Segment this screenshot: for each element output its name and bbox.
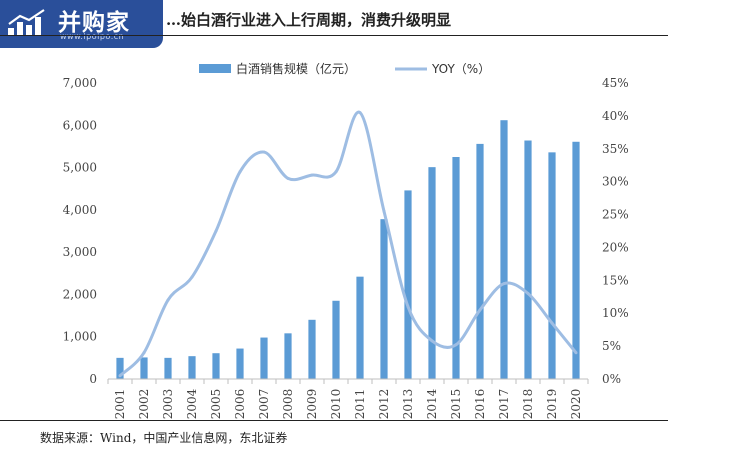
- y-right-tick-label: 40%: [602, 109, 629, 123]
- yoy-point: [334, 170, 338, 174]
- logo-url: www.ipoipo.cn: [60, 32, 125, 41]
- logo-name: 并购家: [58, 10, 130, 36]
- yoy-point: [166, 298, 170, 302]
- x-tick-label: 2017: [497, 389, 511, 420]
- bar: [116, 357, 124, 379]
- y-left-tick-label: 0: [89, 372, 97, 386]
- y-left-tick-label: 6,000: [63, 118, 97, 132]
- yoy-point: [382, 209, 386, 213]
- bar: [284, 333, 292, 379]
- yoy-point: [358, 111, 362, 115]
- y-left-tick-label: 5,000: [63, 161, 97, 175]
- x-tick-label: 2018: [521, 389, 535, 420]
- legend-label-bar: 白酒销售规模（亿元）: [236, 61, 356, 76]
- x-tick-label: 2011: [353, 389, 367, 420]
- y-right-tick-label: 45%: [602, 76, 629, 90]
- yoy-point: [574, 351, 578, 355]
- bar: [572, 141, 580, 379]
- bar: [260, 337, 268, 379]
- bar: [356, 276, 364, 379]
- source-note: 数据来源：Wind，中国产业信息网，东北证券: [40, 431, 288, 445]
- y-right-tick-label: 10%: [602, 306, 629, 320]
- x-tick-label: 2016: [473, 389, 487, 420]
- yoy-point: [526, 291, 530, 295]
- x-tick-label: 2012: [377, 389, 391, 420]
- bar: [500, 120, 508, 379]
- x-tick-label: 2013: [401, 389, 415, 420]
- bar: [308, 319, 316, 379]
- y-left-tick-label: 4,000: [63, 203, 97, 217]
- yoy-point: [238, 170, 242, 174]
- bar: [332, 300, 340, 379]
- yoy-point: [406, 305, 410, 309]
- x-tick-label: 2019: [545, 389, 559, 420]
- figure-title: …始白酒行业进入上行周期，消费升级明显: [166, 11, 452, 29]
- x-tick-label: 2003: [161, 389, 175, 420]
- x-tick-label: 2020: [569, 389, 583, 420]
- yoy-point: [430, 339, 434, 343]
- x-tick-label: 2015: [449, 389, 463, 420]
- bar: [428, 167, 436, 379]
- bar: [404, 190, 412, 379]
- sales-yoy-chart: 0 1,000 2,000 3,000 4,000 5,000 6,000 7,000 0% 5%…: [63, 61, 629, 420]
- bar: [380, 219, 388, 379]
- y-right-tick-label: 30%: [602, 175, 629, 189]
- x-tick-label: 2002: [137, 389, 151, 420]
- yoy-point: [214, 229, 218, 233]
- yoy-point: [286, 176, 290, 180]
- bar: [236, 348, 244, 379]
- x-tick-label: 2009: [305, 389, 319, 420]
- yoy-point: [118, 374, 122, 378]
- bar: [524, 140, 532, 379]
- x-tick-label: 2007: [257, 389, 271, 420]
- x-tick-label: 2010: [329, 389, 343, 420]
- x-tick-label: 2005: [209, 389, 223, 420]
- x-tick-label: 2001: [113, 389, 127, 420]
- title-rule: [0, 35, 668, 36]
- bar: [212, 353, 220, 379]
- x-tick-label: 2004: [185, 388, 199, 419]
- y-right-tick-label: 35%: [602, 142, 629, 156]
- yoy-point: [142, 351, 146, 355]
- bar: [164, 357, 172, 379]
- y-left-tick-label: 1,000: [63, 330, 97, 344]
- source-rule: [0, 420, 668, 421]
- bar: [452, 157, 460, 379]
- yoy-point: [550, 321, 554, 325]
- y-left-tick-label: 2,000: [63, 287, 97, 301]
- bar: [476, 143, 484, 379]
- yoy-point: [454, 343, 458, 347]
- y-left-tick-label: 7,000: [63, 76, 97, 90]
- bar-chart-logo-icon: [8, 9, 45, 36]
- y-left-tick-label: 3,000: [63, 245, 97, 259]
- y-right-tick-label: 0%: [602, 372, 621, 386]
- x-tick-label: 2008: [281, 389, 295, 420]
- y-right-tick-label: 25%: [602, 208, 629, 222]
- yoy-point: [478, 308, 482, 312]
- yoy-point: [190, 275, 194, 279]
- yoy-point: [502, 282, 506, 286]
- y-right-tick-label: 20%: [602, 240, 629, 254]
- yoy-line: [118, 111, 578, 377]
- bar: [140, 357, 148, 379]
- yoy-point: [310, 173, 314, 177]
- y-right-tick-label: 15%: [602, 273, 629, 287]
- bar: [188, 356, 196, 379]
- yoy-point: [262, 150, 266, 154]
- x-tick-label: 2014: [425, 388, 439, 419]
- y-right-tick-label: 5%: [602, 339, 621, 353]
- x-tick-label: 2006: [233, 389, 247, 420]
- bar: [548, 152, 556, 379]
- legend-swatch-bar: [199, 64, 231, 73]
- legend-label-line: YOY（%）: [431, 62, 490, 76]
- logo-banner: 并购家 www.ipoipo.cn: [0, 0, 163, 48]
